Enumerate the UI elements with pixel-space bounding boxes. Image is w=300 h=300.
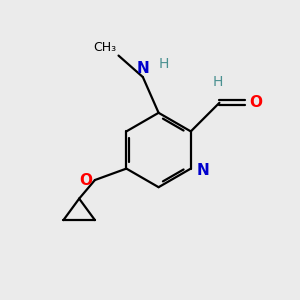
Text: N: N [196,164,209,178]
Text: H: H [213,75,223,89]
Text: H: H [159,57,169,71]
Text: N: N [136,61,149,76]
Text: O: O [80,173,93,188]
Text: O: O [249,95,262,110]
Text: CH₃: CH₃ [93,41,116,54]
